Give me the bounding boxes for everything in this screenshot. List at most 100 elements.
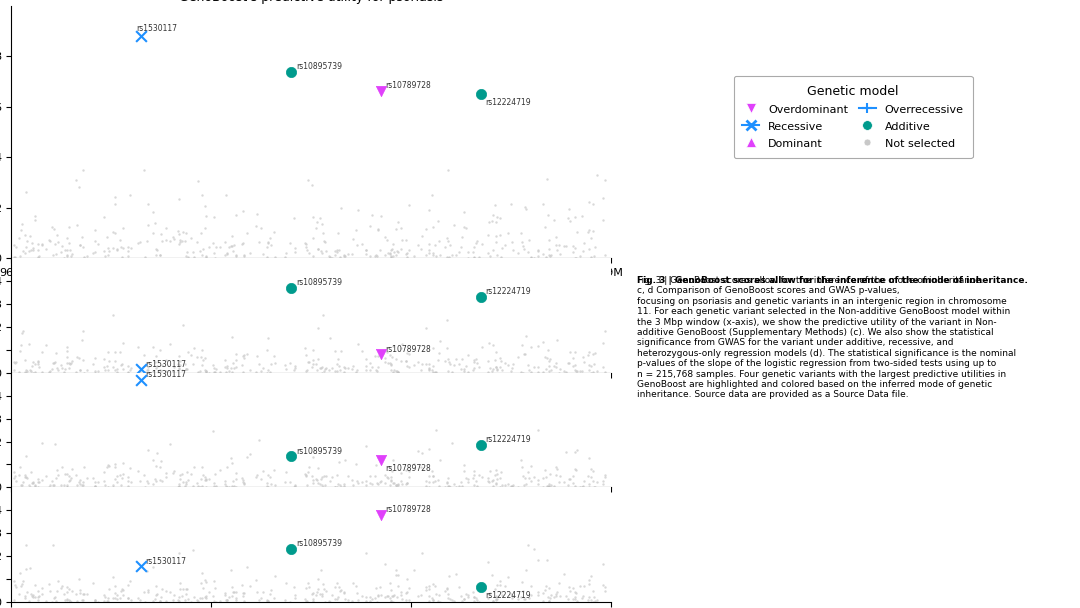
- Point: [480, 217, 497, 227]
- Point: [185, 462, 202, 472]
- Point: [217, 595, 234, 605]
- Point: [541, 252, 558, 261]
- Point: [579, 595, 596, 605]
- Point: [500, 478, 517, 488]
- Point: [303, 345, 321, 354]
- Point: [29, 357, 46, 367]
- Point: [17, 541, 35, 550]
- Point: [545, 361, 563, 370]
- Point: [541, 596, 558, 606]
- Point: [282, 544, 299, 554]
- Point: [376, 478, 393, 488]
- Point: [139, 199, 157, 209]
- Point: [369, 591, 387, 601]
- Point: [17, 451, 35, 461]
- Point: [400, 200, 417, 210]
- Point: [11, 470, 28, 480]
- Point: [60, 595, 78, 605]
- Point: [58, 233, 76, 243]
- Point: [487, 595, 504, 604]
- Point: [30, 586, 48, 595]
- Point: [30, 245, 48, 255]
- Text: rs10895739: rs10895739: [297, 278, 342, 287]
- Point: [329, 354, 347, 364]
- Point: [390, 480, 407, 490]
- Point: [55, 367, 72, 377]
- Point: [11, 367, 28, 377]
- Point: [545, 215, 563, 225]
- Point: [596, 175, 613, 185]
- Point: [185, 343, 202, 353]
- Point: [151, 250, 168, 260]
- Point: [566, 594, 583, 604]
- Point: [330, 457, 348, 466]
- Point: [440, 589, 457, 599]
- Point: [456, 466, 473, 476]
- Point: [235, 353, 253, 362]
- Point: [440, 165, 457, 175]
- Point: [305, 596, 322, 606]
- Point: [496, 480, 513, 489]
- Point: [362, 221, 379, 231]
- Point: [285, 482, 302, 491]
- Point: [459, 367, 476, 377]
- Point: [445, 480, 462, 489]
- Point: [122, 243, 139, 252]
- Point: [559, 213, 577, 223]
- Point: [440, 474, 457, 483]
- Point: [183, 597, 200, 607]
- Point: [197, 475, 214, 485]
- Point: [46, 439, 64, 449]
- Point: [336, 362, 353, 372]
- Point: [5, 252, 23, 262]
- Point: [541, 593, 558, 603]
- Point: [504, 246, 522, 255]
- Point: [235, 588, 253, 598]
- Point: [356, 592, 374, 602]
- Point: [469, 358, 486, 368]
- Point: [46, 592, 64, 601]
- Point: [17, 593, 35, 603]
- Point: [234, 367, 252, 377]
- Point: [339, 471, 356, 480]
- Point: [21, 480, 38, 489]
- Point: [392, 590, 409, 599]
- Point: [459, 477, 476, 486]
- Point: [332, 585, 349, 595]
- Point: [25, 478, 42, 488]
- Point: [373, 455, 390, 465]
- Point: [96, 596, 113, 606]
- Point: [492, 356, 510, 366]
- Point: [99, 347, 117, 357]
- Point: [177, 228, 194, 238]
- Point: [390, 368, 407, 378]
- Point: [430, 596, 447, 606]
- Point: [73, 480, 91, 489]
- Point: [60, 475, 78, 485]
- Point: [25, 245, 42, 255]
- Point: [172, 360, 189, 370]
- Point: [86, 481, 104, 491]
- Point: [309, 475, 326, 485]
- Point: [567, 464, 584, 474]
- Point: [146, 219, 163, 229]
- Point: [308, 475, 325, 485]
- Point: [14, 246, 31, 256]
- Point: [581, 225, 598, 235]
- Point: [205, 367, 222, 377]
- Point: [423, 595, 441, 605]
- Point: [552, 249, 569, 259]
- Point: [588, 477, 605, 487]
- Point: [234, 351, 252, 361]
- Point: [253, 223, 270, 233]
- Point: [217, 481, 234, 491]
- Point: [594, 475, 611, 485]
- Point: [135, 469, 152, 479]
- Point: [332, 252, 349, 262]
- Point: [343, 596, 361, 606]
- Point: [436, 356, 454, 365]
- Point: [212, 367, 229, 376]
- Point: [512, 455, 529, 465]
- Point: [383, 244, 401, 254]
- Point: [349, 205, 366, 215]
